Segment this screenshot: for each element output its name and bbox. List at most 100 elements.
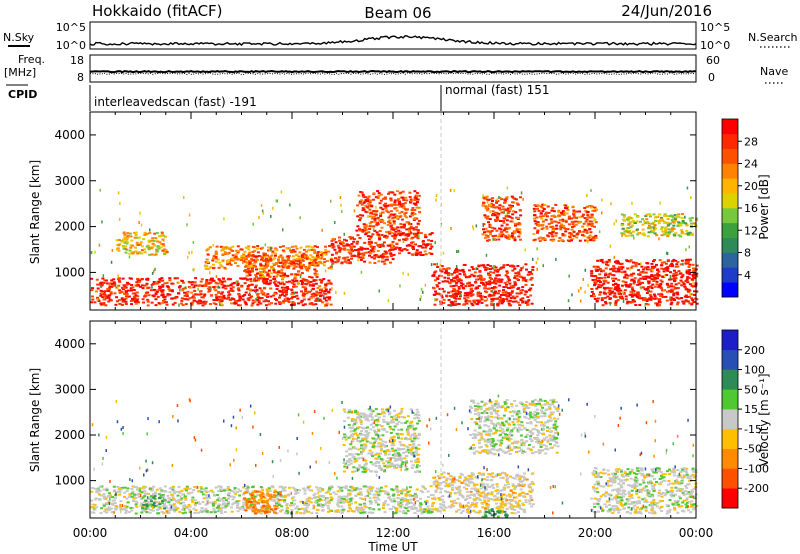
echo-cell (267, 487, 271, 490)
echo-cell (249, 288, 253, 291)
echo-cell (412, 217, 416, 220)
echo-cell (316, 287, 320, 289)
echo-cell (482, 287, 486, 290)
echo-cell (99, 512, 103, 515)
echo-cell (675, 303, 679, 306)
echo-cell (407, 506, 411, 509)
echo-cell (199, 509, 203, 512)
echo-cell (294, 285, 298, 288)
echo-cell (262, 211, 265, 215)
echo-cell (685, 248, 687, 252)
echo-cell (216, 498, 220, 501)
echo-cell (447, 304, 451, 307)
echo-cell (561, 218, 565, 221)
echo-cell (125, 490, 129, 492)
echo-cell (340, 495, 343, 498)
echo-cell (566, 228, 570, 231)
echo-cell (370, 205, 374, 208)
echo-cell (141, 249, 145, 252)
echo-cell (136, 278, 140, 281)
echo-cell (205, 280, 209, 283)
echo-cell (359, 497, 363, 500)
echo-cell (205, 491, 209, 493)
echo-cell (254, 256, 258, 259)
echo-cell (212, 243, 214, 247)
echo-cell (458, 292, 462, 295)
echo-cell (236, 510, 240, 513)
echo-cell (535, 261, 538, 265)
echo-cell (660, 261, 664, 264)
echo-cell (516, 203, 520, 206)
echo-cell (377, 498, 381, 501)
echo-cell (506, 212, 510, 214)
echo-cell (205, 249, 209, 252)
echo-cell (311, 255, 315, 258)
echo-cell (117, 239, 121, 241)
echo-cell (220, 280, 224, 283)
echo-cell (221, 302, 223, 306)
echo-cell (507, 207, 510, 210)
echo-cell (517, 287, 521, 290)
echo-cell (491, 204, 495, 207)
echo-cell (125, 283, 129, 286)
echo-cell (102, 497, 106, 500)
echo-cell (588, 216, 592, 219)
echo-cell (583, 229, 587, 231)
echo-cell (346, 500, 350, 503)
echo-cell (402, 271, 404, 275)
echo-cell (666, 267, 670, 270)
echo-cell (516, 223, 520, 226)
echo-cell (649, 215, 652, 218)
echo-cell (625, 302, 629, 305)
echo-cell (383, 253, 387, 255)
echo-cell (221, 291, 225, 294)
echo-cell (615, 270, 618, 273)
echo-cell (221, 499, 225, 502)
echo-cell (264, 282, 268, 285)
echo-cell (212, 302, 216, 305)
echo-cell (357, 258, 359, 262)
echo-cell (277, 265, 281, 268)
echo-cell (533, 210, 537, 213)
echo-cell (373, 217, 377, 220)
echo-cell (223, 506, 227, 509)
echo-cell (641, 223, 645, 226)
echo-cell (292, 302, 296, 305)
echo-cell (691, 274, 695, 277)
echo-cell (368, 485, 372, 488)
echo-cell (462, 270, 466, 273)
echo-cell (389, 213, 393, 216)
echo-cell (260, 297, 264, 299)
echo-cell (314, 303, 318, 306)
echo-cell (109, 507, 113, 510)
echo-cell (250, 295, 254, 298)
echo-cell (317, 504, 320, 507)
echo-cell (494, 214, 498, 217)
echo-cell (533, 220, 537, 223)
echo-cell (339, 499, 343, 502)
echo-cell (142, 238, 146, 240)
echo-cell (484, 216, 488, 219)
echo-cell (617, 270, 621, 273)
echo-cell (383, 262, 387, 265)
echo-cell (259, 302, 263, 305)
echo-cell (212, 255, 216, 258)
echo-cell (383, 490, 387, 493)
echo-cell (292, 303, 296, 306)
echo-cell (556, 215, 560, 218)
echo-cell (203, 509, 206, 512)
echo-cell (607, 259, 611, 261)
echo-cell (611, 283, 615, 286)
echo-cell (608, 289, 612, 292)
echo-cell (212, 257, 216, 260)
echo-cell (613, 267, 617, 270)
echo-cell (387, 220, 391, 223)
echo-cell (265, 280, 269, 283)
echo-cell (259, 498, 263, 501)
echo-cell (114, 507, 117, 510)
echo-cell (254, 260, 258, 263)
echo-cell (305, 245, 308, 248)
nsky-frame (89, 21, 697, 50)
echo-cell (439, 269, 443, 272)
echo-cell (560, 211, 563, 214)
